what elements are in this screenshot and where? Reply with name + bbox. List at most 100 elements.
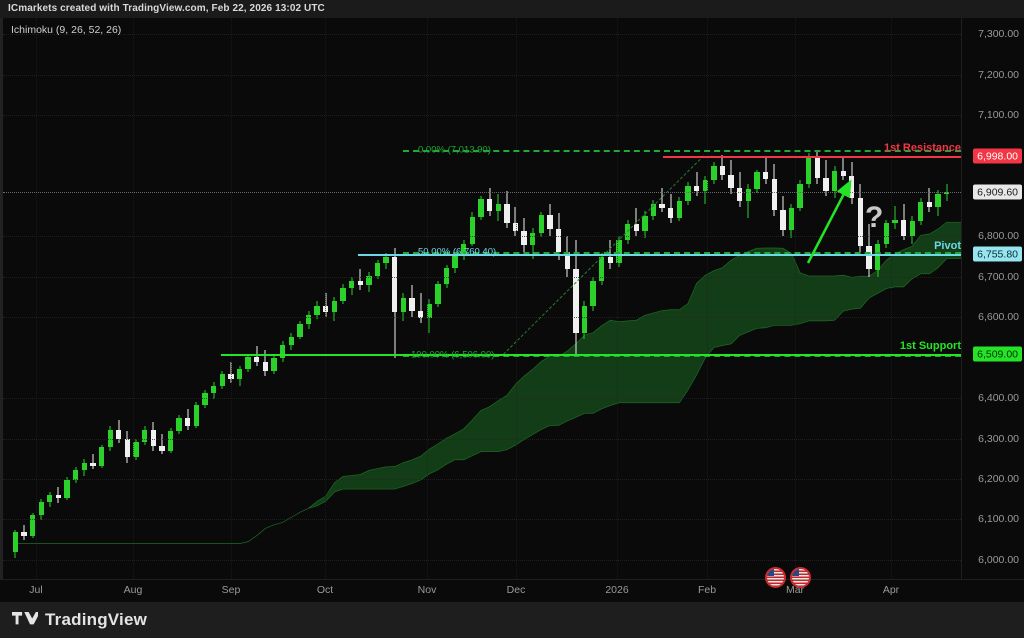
support-price-tag[interactable]: 6,509.00: [973, 346, 1022, 362]
candle: [806, 153, 812, 188]
time-tick: Feb: [697, 584, 717, 596]
price-chart-pane[interactable]: Ichimoku (9, 26, 52, 26) 1st Resistance P…: [0, 18, 961, 579]
support-line[interactable]: [221, 354, 961, 356]
candle-wick: [842, 156, 844, 180]
economic-event-flag-us-2[interactable]: [790, 567, 811, 588]
candle-body: [392, 256, 398, 313]
candle: [73, 466, 79, 483]
candle-body: [452, 255, 458, 268]
candle: [780, 195, 786, 237]
candle: [754, 169, 760, 193]
price-tick: 6,300.00: [978, 432, 1019, 445]
fib-0-label: 0.00% (7,013.90): [418, 144, 491, 156]
fib-0-line[interactable]: [403, 149, 961, 152]
candle-body: [409, 297, 415, 312]
candle: [650, 199, 657, 221]
horizontal-gridline: [3, 398, 961, 400]
candle: [228, 361, 234, 383]
candle: [512, 207, 519, 237]
horizontal-gridline: [3, 478, 961, 480]
candle-body: [297, 324, 303, 337]
candle-body: [486, 199, 493, 212]
candle-body: [150, 430, 156, 446]
candle-body: [305, 315, 312, 325]
candle-body: [81, 462, 87, 471]
resistance-price-tag[interactable]: 6,998.00: [973, 148, 1022, 164]
candle: [98, 444, 105, 468]
candle-body: [762, 172, 769, 179]
last-price-tag[interactable]: 6,909.60: [973, 184, 1022, 200]
support-level-label[interactable]: 1st Support: [899, 340, 961, 352]
candle: [210, 381, 217, 399]
candle: [599, 252, 605, 285]
candle: [29, 513, 36, 538]
resistance-line[interactable]: [663, 156, 961, 159]
question-mark-annotation: ?: [865, 201, 884, 234]
economic-event-flag-us-1[interactable]: [765, 567, 786, 588]
ichimoku-cloud: [15, 221, 961, 545]
candle: [193, 402, 200, 429]
candle-body: [288, 336, 294, 345]
candle: [159, 434, 165, 454]
branding-bar: TradingView: [0, 602, 1024, 638]
candle: [64, 476, 70, 500]
time-axis[interactable]: Jul Aug Sep Oct Nov Dec 2026 Feb Mar Apr: [0, 579, 1024, 602]
candle: [555, 212, 562, 260]
candle: [866, 224, 872, 277]
candle-body: [555, 229, 562, 252]
candle-body: [236, 368, 243, 379]
candle: [926, 187, 933, 213]
candle-body: [909, 220, 915, 236]
candle: [219, 370, 225, 390]
indicator-legend[interactable]: Ichimoku (9, 26, 52, 26): [11, 24, 122, 36]
candle: [857, 183, 864, 253]
candle-wick: [765, 157, 767, 184]
candle-body: [469, 216, 476, 244]
candle-body: [348, 280, 355, 289]
candle: [668, 193, 674, 224]
candle-body: [64, 479, 70, 499]
candle: [719, 155, 726, 180]
candle: [581, 301, 588, 340]
candle: [711, 161, 717, 184]
candle: [305, 311, 312, 330]
candle: [374, 259, 381, 279]
price-tick: 7,200.00: [978, 68, 1019, 81]
pivot-level-label[interactable]: Pivot: [934, 240, 961, 253]
tradingview-logo-icon: [12, 612, 38, 625]
pivot-price-tag[interactable]: 6,755.80: [973, 246, 1022, 262]
candle-body: [12, 532, 18, 552]
fib-50-label: 50.00% (6,760.40): [418, 246, 497, 258]
candle-body: [581, 305, 588, 334]
vertical-gridline: [231, 18, 232, 579]
horizontal-gridline: [3, 559, 961, 561]
candle-body: [676, 200, 683, 219]
candle-body: [616, 239, 622, 263]
candle-body: [719, 165, 726, 175]
last-price-line[interactable]: [3, 192, 961, 194]
flag-canton: [792, 569, 799, 576]
time-tick: 2026: [605, 584, 629, 596]
candle-body: [530, 233, 536, 246]
resistance-level-label[interactable]: 1st Resistance: [883, 142, 961, 155]
candle-body: [745, 188, 751, 201]
candle: [478, 195, 484, 221]
candle: [383, 253, 389, 269]
price-tick: 7,100.00: [978, 109, 1019, 122]
candle: [788, 204, 795, 239]
horizontal-gridline: [3, 276, 961, 278]
candle-body: [849, 175, 855, 198]
candle-wick: [161, 434, 163, 454]
candle-body: [892, 220, 898, 224]
horizontal-gridline: [3, 74, 961, 76]
candle: [745, 183, 751, 219]
candle-body: [185, 418, 191, 426]
candle: [245, 353, 251, 372]
candle: [521, 218, 527, 253]
candle-body: [633, 224, 639, 232]
price-axis[interactable]: 7,300.00 7,200.00 7,100.00 6,800.00 6,700.00…: [961, 18, 1024, 579]
candle: [331, 297, 338, 322]
candle: [357, 268, 363, 290]
candle-body: [754, 172, 760, 189]
candle-body: [685, 185, 691, 201]
